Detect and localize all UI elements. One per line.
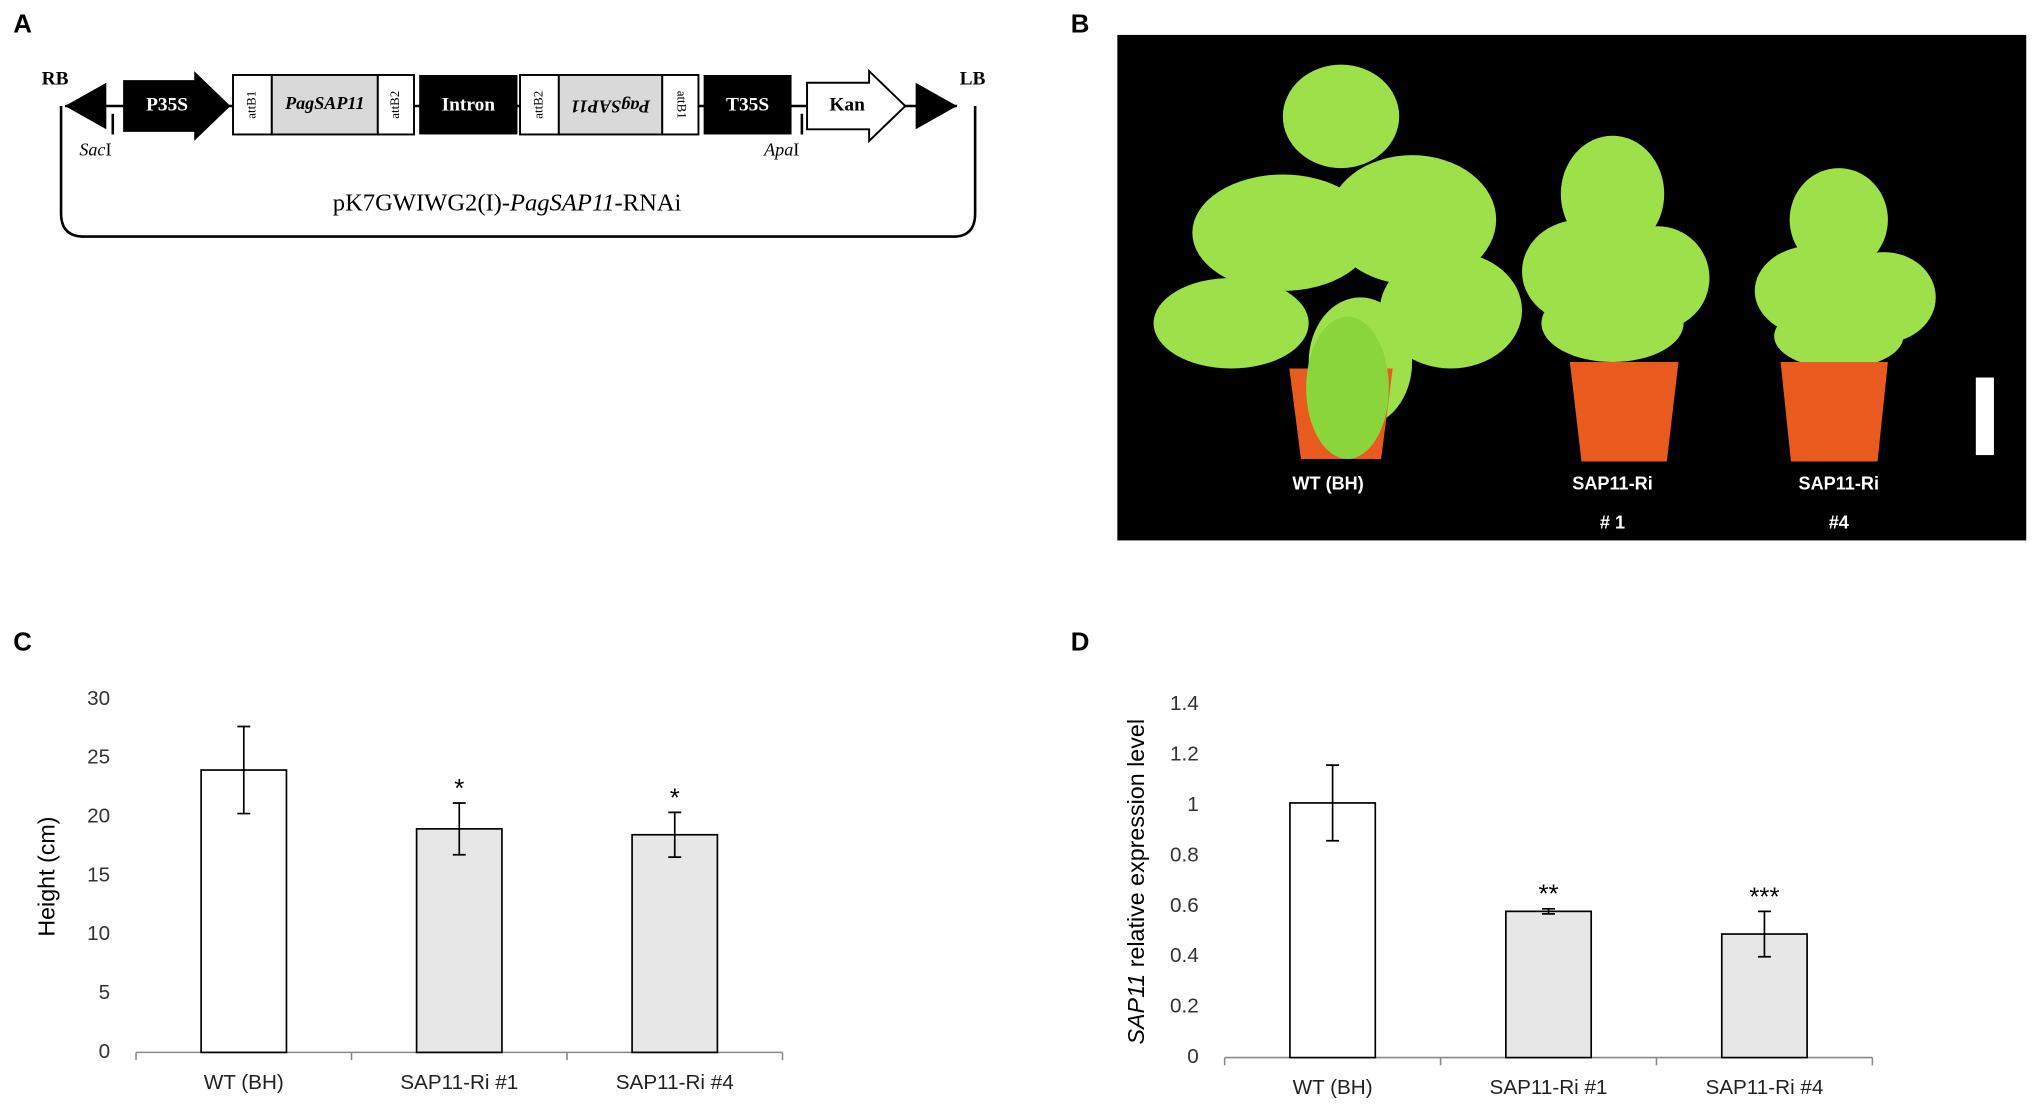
plasmid-name: pK7GWIWG2(I)-PagSAP11-RNAi [333, 189, 682, 216]
lb-label: LB [960, 69, 986, 90]
error-bar [237, 725, 251, 815]
error-bar [1542, 907, 1555, 915]
y-tick-label: 5 [99, 981, 111, 1004]
y-tick-label: 0.8 [1170, 843, 1199, 866]
y-tick-label: 15 [87, 863, 110, 886]
panel-letter: A [13, 11, 32, 39]
x-tick-label: SAP11-Ri #1 [400, 1071, 518, 1094]
attb-label: attB1 [243, 91, 258, 119]
plant-illustration [1153, 64, 1994, 462]
plasmid-prefix: pK7GWIWG2(I)- [333, 189, 510, 216]
attb-box [232, 74, 273, 136]
y-tick-label: 10 [87, 922, 110, 945]
photo-label: SAP11-Ri [1572, 474, 1652, 494]
error-bar [668, 811, 682, 858]
x-tick-label: SAP11-Ri #1 [1490, 1076, 1608, 1099]
plasmid-gene: PagSAP11 [509, 189, 615, 216]
bar [415, 828, 503, 1054]
y-tick-label: 25 [87, 746, 110, 769]
gene-box [557, 74, 664, 136]
plasmid-loop [59, 106, 977, 238]
plasmid-suffix: -RNAi [615, 189, 682, 216]
rb-border [64, 82, 107, 130]
x-tick-label: WT (BH) [204, 1071, 284, 1094]
site-name: Apa [763, 139, 793, 159]
panel-letter: B [1071, 11, 1090, 39]
error-bar [1757, 910, 1771, 958]
site-suffix: I [793, 139, 799, 159]
photo-label: # 1 [1600, 512, 1625, 532]
error-bar [1326, 764, 1340, 842]
x-tick-label: SAP11-Ri #4 [1705, 1076, 1823, 1099]
significance: ** [1538, 881, 1558, 909]
panel-letter: C [13, 629, 32, 657]
lb-border [915, 82, 958, 130]
rb-label: RB [42, 69, 69, 90]
photo-label: SAP11-Ri [1799, 474, 1879, 494]
gene-label: PagSAP11 [284, 93, 364, 113]
bar [631, 833, 719, 1054]
y-axis-label: SAP11 relative expression level [1123, 719, 1149, 1044]
significance: * [454, 775, 464, 803]
site-suffix: I [105, 139, 111, 159]
attb-box [661, 74, 700, 136]
site-name: Sac [79, 139, 105, 159]
y-axis-label: Height (cm) [33, 816, 59, 936]
y-axis-label-gene: SAP11 [1123, 974, 1149, 1045]
panel-letter: D [1071, 629, 1090, 657]
y-tick-label: 30 [87, 687, 110, 710]
bar [200, 769, 288, 1054]
y-tick-label: 1 [1187, 793, 1199, 816]
intron-box [419, 74, 518, 135]
y-tick-label: 0.2 [1170, 995, 1199, 1018]
y-tick-label: 1.2 [1170, 743, 1199, 766]
y-tick-label: 0 [1187, 1045, 1199, 1068]
y-axis-label-text: relative expression level [1123, 719, 1149, 967]
gene-label: PagSAP11 [571, 97, 651, 117]
promoter-arrow [123, 71, 231, 141]
t35s-label: T35S [726, 94, 769, 115]
error-bar [452, 802, 466, 856]
significance: *** [1749, 883, 1779, 911]
attb-label: attB2 [387, 91, 402, 119]
attb-label: attB1 [674, 91, 689, 119]
y-tick-label: 20 [87, 805, 110, 828]
x-tick-label: WT (BH) [1293, 1076, 1373, 1099]
photo-label: #4 [1829, 512, 1849, 532]
kan-arrow [806, 68, 907, 144]
y-tick-label: 1.4 [1170, 692, 1199, 715]
x-tick-label: SAP11-Ri #4 [616, 1071, 734, 1094]
photo-label: WT (BH) [1292, 474, 1363, 494]
bar [1289, 802, 1377, 1059]
y-tick-label: 0.4 [1170, 944, 1199, 967]
attb-box [376, 74, 415, 136]
terminator-box [703, 74, 792, 135]
kan-label: Kan [829, 94, 865, 115]
site-label: ApaI [763, 139, 799, 159]
significance: * [670, 784, 680, 812]
y-tick-label: 0.6 [1170, 894, 1199, 917]
y-tick-label: 0 [99, 1040, 111, 1063]
bar [1505, 910, 1593, 1059]
p35s-label: P35S [146, 94, 188, 115]
intron-label: Intron [442, 94, 496, 115]
attb-label: attB2 [530, 91, 545, 119]
attb-box [519, 74, 560, 136]
site-label: SacI [79, 139, 111, 159]
